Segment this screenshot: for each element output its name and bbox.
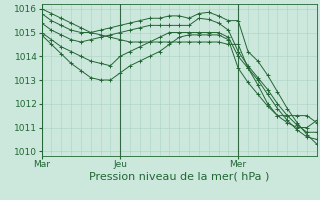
X-axis label: Pression niveau de la mer( hPa ): Pression niveau de la mer( hPa ) [89, 172, 269, 182]
